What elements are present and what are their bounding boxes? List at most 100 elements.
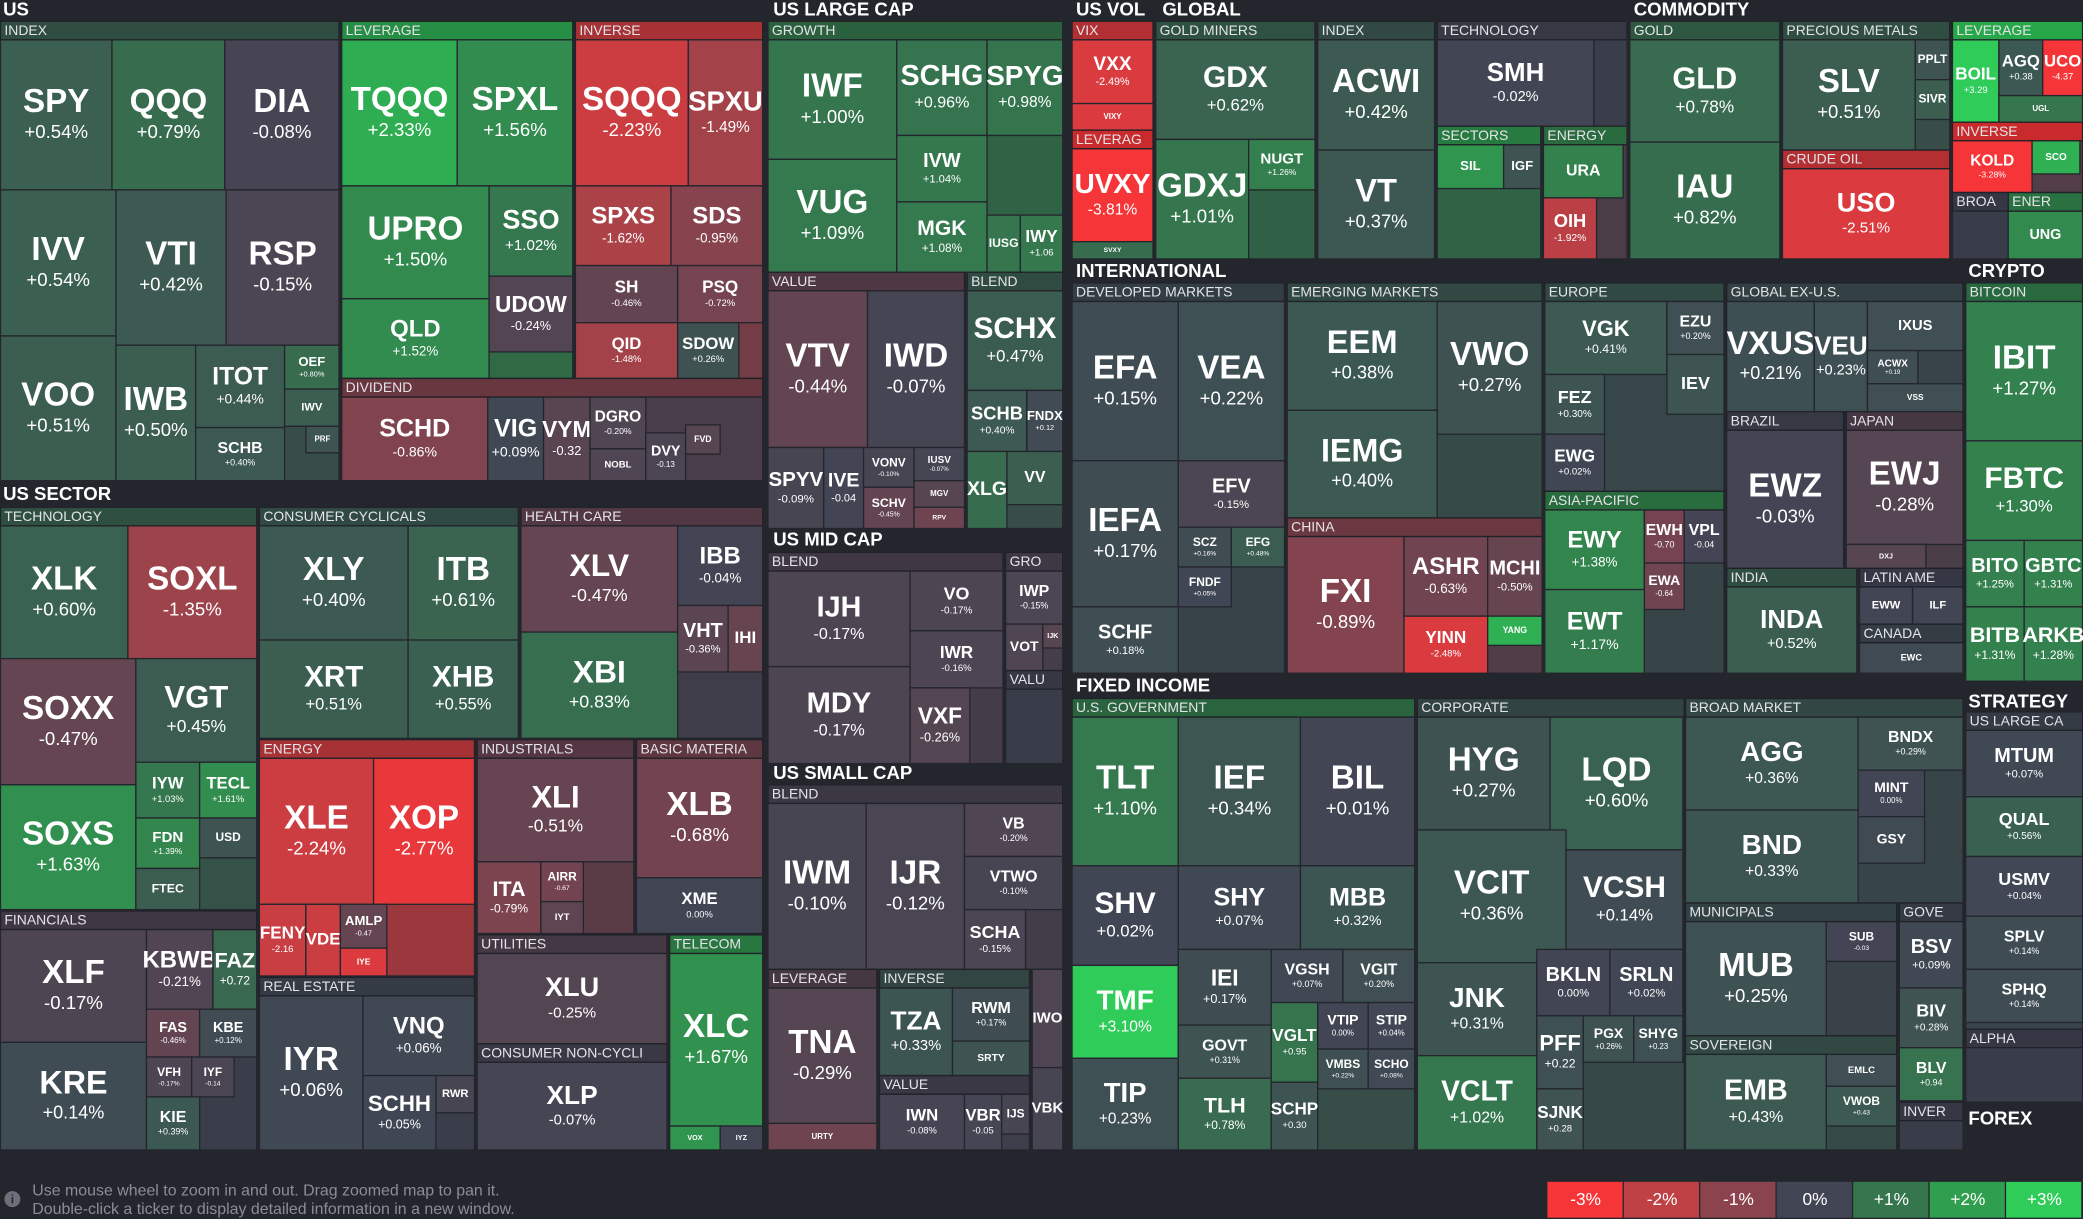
tile[interactable] bbox=[963, 802, 1064, 858]
tile[interactable] bbox=[1299, 716, 1416, 867]
tile[interactable] bbox=[1403, 535, 1489, 617]
tile[interactable] bbox=[194, 344, 286, 429]
tile[interactable] bbox=[1965, 300, 2083, 442]
tile[interactable] bbox=[1666, 353, 1725, 415]
tile[interactable] bbox=[1914, 79, 1951, 121]
tile[interactable] bbox=[669, 952, 764, 1127]
tile[interactable] bbox=[258, 525, 409, 641]
tile[interactable] bbox=[1155, 138, 1250, 260]
tile[interactable] bbox=[767, 665, 911, 765]
tile[interactable] bbox=[1416, 829, 1567, 964]
tile[interactable] bbox=[1549, 716, 1684, 851]
tile[interactable] bbox=[1633, 1015, 1684, 1063]
tile[interactable] bbox=[1230, 526, 1286, 568]
tile[interactable] bbox=[1004, 623, 1044, 672]
tile[interactable] bbox=[2007, 210, 2083, 260]
tile[interactable] bbox=[767, 802, 867, 971]
tile[interactable] bbox=[963, 1093, 1003, 1151]
tile[interactable] bbox=[719, 1125, 764, 1151]
tile[interactable] bbox=[1177, 460, 1286, 528]
tile[interactable] bbox=[1965, 539, 2025, 608]
tile[interactable] bbox=[1857, 815, 1926, 864]
tile[interactable] bbox=[963, 855, 1064, 911]
tile[interactable] bbox=[635, 877, 764, 935]
tile[interactable] bbox=[896, 134, 988, 203]
tile[interactable] bbox=[896, 39, 988, 137]
tile[interactable] bbox=[1487, 535, 1543, 617]
tile[interactable] bbox=[1544, 509, 1646, 591]
tile[interactable] bbox=[1629, 141, 1781, 260]
tile[interactable] bbox=[1006, 450, 1064, 506]
tile[interactable] bbox=[1898, 1047, 1964, 1102]
tile[interactable] bbox=[135, 761, 201, 819]
tile[interactable] bbox=[0, 784, 137, 911]
tile[interactable] bbox=[198, 1008, 258, 1058]
tile[interactable] bbox=[676, 604, 729, 673]
tile[interactable] bbox=[1965, 915, 2083, 971]
tile[interactable] bbox=[1286, 409, 1438, 519]
tile[interactable] bbox=[1825, 1085, 1898, 1127]
tile[interactable] bbox=[1000, 1093, 1031, 1135]
tile[interactable] bbox=[823, 446, 865, 530]
tile[interactable] bbox=[0, 525, 129, 660]
tile[interactable] bbox=[0, 1041, 148, 1151]
tile[interactable] bbox=[1951, 140, 2033, 194]
tile[interactable] bbox=[676, 264, 764, 324]
tile[interactable] bbox=[1436, 300, 1543, 435]
tile[interactable] bbox=[341, 185, 490, 300]
tile[interactable] bbox=[966, 389, 1028, 453]
tile[interactable] bbox=[1367, 1001, 1416, 1050]
tile[interactable] bbox=[258, 757, 375, 905]
tile[interactable] bbox=[456, 39, 574, 187]
tile[interactable] bbox=[589, 448, 647, 482]
tile[interactable] bbox=[1965, 796, 2083, 858]
tile[interactable] bbox=[1684, 1053, 1827, 1151]
tile[interactable] bbox=[1542, 197, 1598, 260]
tile[interactable] bbox=[670, 185, 764, 267]
tile[interactable] bbox=[1247, 138, 1316, 191]
tile[interactable] bbox=[913, 480, 966, 508]
tile[interactable] bbox=[1071, 1057, 1179, 1151]
tile[interactable] bbox=[767, 39, 898, 161]
tile[interactable] bbox=[986, 214, 1021, 273]
tile[interactable] bbox=[305, 903, 342, 977]
tile[interactable] bbox=[145, 1056, 193, 1098]
tile[interactable] bbox=[767, 158, 898, 273]
tile[interactable] bbox=[1403, 615, 1489, 674]
tile[interactable] bbox=[2023, 539, 2083, 608]
tile[interactable] bbox=[1342, 948, 1416, 1004]
tile[interactable] bbox=[1031, 1066, 1064, 1151]
tile[interactable] bbox=[645, 432, 687, 482]
tile[interactable] bbox=[488, 185, 574, 277]
tile[interactable] bbox=[1416, 1055, 1538, 1151]
tile[interactable] bbox=[520, 631, 679, 739]
tile[interactable] bbox=[1270, 1001, 1319, 1083]
tile[interactable] bbox=[1071, 716, 1179, 867]
tile[interactable] bbox=[1965, 606, 2025, 682]
tile[interactable] bbox=[145, 1096, 201, 1151]
tile[interactable] bbox=[862, 486, 915, 530]
tile[interactable] bbox=[1004, 570, 1064, 625]
tile[interactable] bbox=[1544, 433, 1606, 492]
tile[interactable] bbox=[909, 630, 1004, 689]
tile[interactable] bbox=[1177, 1077, 1272, 1151]
tile[interactable] bbox=[1857, 769, 1926, 818]
tile[interactable] bbox=[135, 657, 258, 763]
tile[interactable] bbox=[372, 757, 476, 905]
tile[interactable] bbox=[1071, 606, 1179, 674]
tile[interactable] bbox=[258, 639, 409, 739]
tile[interactable] bbox=[305, 425, 340, 454]
tile[interactable] bbox=[865, 802, 966, 971]
tile[interactable] bbox=[542, 396, 591, 482]
tile[interactable] bbox=[1684, 809, 1859, 904]
tile[interactable] bbox=[487, 396, 545, 482]
tile[interactable] bbox=[1042, 623, 1064, 649]
tile[interactable] bbox=[1845, 429, 1964, 546]
tile[interactable] bbox=[1544, 300, 1668, 376]
tile[interactable] bbox=[1726, 429, 1845, 569]
tile[interactable] bbox=[2042, 39, 2083, 97]
tile[interactable] bbox=[1542, 144, 1624, 199]
tile[interactable] bbox=[1643, 562, 1685, 611]
tile[interactable] bbox=[1177, 948, 1272, 1026]
tile[interactable] bbox=[194, 426, 286, 482]
